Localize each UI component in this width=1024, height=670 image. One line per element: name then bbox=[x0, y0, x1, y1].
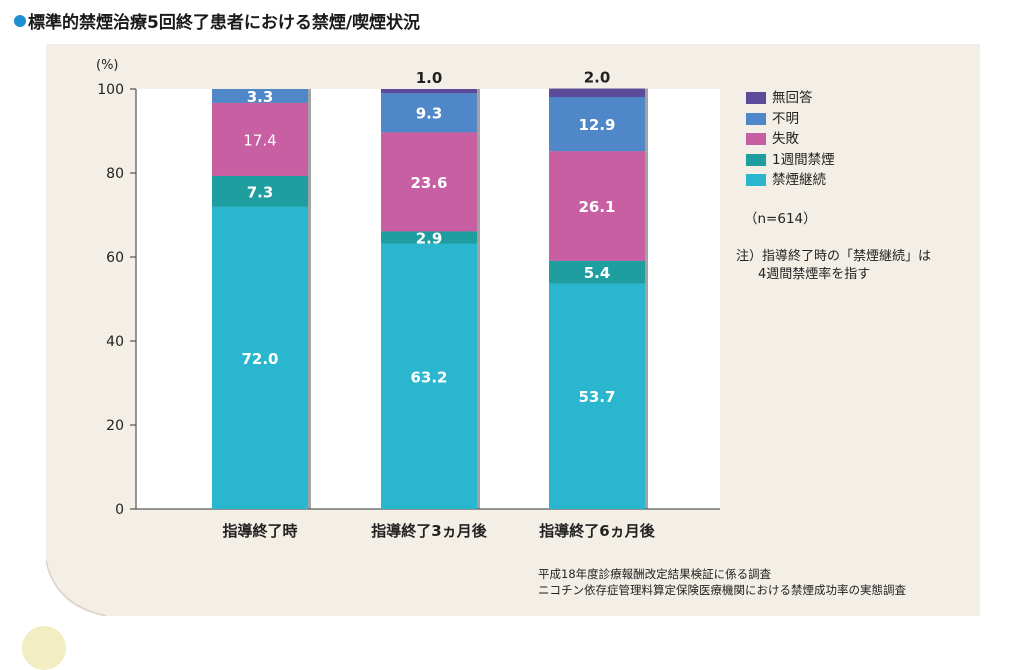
source-line-1: 平成18年度診療報酬改定結果検証に係る調査 bbox=[538, 567, 772, 581]
legend-swatch bbox=[746, 133, 766, 146]
legend-label: 失敗 bbox=[772, 131, 799, 147]
y-tick-label: 0 bbox=[115, 502, 124, 518]
data-label: 5.4 bbox=[584, 264, 611, 282]
x-tick-label: 指導終了6ヵ月後 bbox=[539, 522, 655, 540]
y-tick-label: 20 bbox=[106, 418, 124, 434]
data-label: 63.2 bbox=[410, 368, 447, 386]
data-label: 1.0 bbox=[416, 69, 443, 87]
data-label: 72.0 bbox=[241, 350, 278, 368]
legend-item: 失敗 bbox=[746, 129, 835, 150]
data-label: 3.3 bbox=[247, 88, 274, 106]
bar-segment bbox=[212, 175, 308, 207]
stacked-bar-chart: 0 20 40 60 80 100 72.0 7.3 17.4 3.3 指導終了時 63.2 2.9 2… bbox=[97, 69, 720, 540]
legend-swatch bbox=[746, 92, 766, 105]
legend-label: 1週間禁煙 bbox=[772, 151, 835, 168]
sample-size: （n=614） bbox=[744, 211, 817, 227]
bar-segment bbox=[381, 89, 477, 94]
x-tick-label: 指導終了3ヵ月後 bbox=[371, 522, 487, 540]
bar-segment bbox=[549, 88, 645, 97]
legend-swatch bbox=[746, 112, 766, 125]
y-tick-label: 40 bbox=[106, 334, 124, 350]
bullet-dot-icon bbox=[14, 14, 26, 27]
bar-segment bbox=[549, 283, 645, 509]
legend-item: 無回答 bbox=[746, 88, 835, 109]
data-label: 23.6 bbox=[410, 174, 447, 192]
data-label: 7.3 bbox=[247, 183, 274, 201]
y-axis-unit: (%) bbox=[96, 58, 119, 73]
y-tick-label: 80 bbox=[106, 166, 124, 182]
bar-segment bbox=[549, 96, 645, 152]
legend: 無回答不明失敗 1週間禁煙禁煙継続 bbox=[746, 88, 835, 191]
legend-label: 禁煙継続 bbox=[772, 172, 826, 188]
bar-segment bbox=[212, 206, 308, 509]
data-label: 9.3 bbox=[416, 105, 443, 123]
bar-segment bbox=[549, 260, 645, 284]
source-line-2: ニコチン依存症管理料算定保険医療機関における禁煙成功率の実態調査 bbox=[538, 583, 906, 597]
y-tick-label: 60 bbox=[106, 250, 124, 266]
data-label: 2.0 bbox=[584, 69, 611, 87]
bar-segment bbox=[381, 231, 477, 244]
page-curl-icon bbox=[46, 560, 106, 616]
legend-item: 禁煙継続 bbox=[746, 170, 835, 191]
source-citation: 平成18年度診療報酬改定結果検証に係る調査 ニコチン依存症管理料算定保険医療機関… bbox=[538, 566, 906, 598]
bar-segment bbox=[381, 132, 477, 232]
bar-segment bbox=[212, 89, 308, 103]
footnote-line-1: 注）指導終了時の「禁煙継続」は bbox=[736, 249, 932, 264]
legend-item: 1週間禁煙 bbox=[746, 150, 835, 171]
bar-segment bbox=[381, 93, 477, 133]
bar-segment bbox=[381, 243, 477, 509]
bar-segment bbox=[212, 102, 308, 176]
footnote: 注）指導終了時の「禁煙継続」は 4週間禁煙率を指す bbox=[736, 248, 931, 284]
data-label: 12.9 bbox=[578, 116, 615, 134]
legend-label: 無回答 bbox=[772, 90, 813, 106]
decorative-circle-icon bbox=[22, 626, 66, 670]
data-label: 53.7 bbox=[578, 388, 615, 406]
bar-segment bbox=[549, 151, 645, 261]
chart-title: 標準的禁煙治療5回終了患者における禁煙/喫煙状況 bbox=[14, 8, 420, 33]
data-label: 17.4 bbox=[243, 131, 276, 149]
legend-swatch bbox=[746, 153, 766, 166]
x-tick-label: 指導終了時 bbox=[222, 522, 297, 540]
data-label: 2.9 bbox=[416, 229, 443, 247]
legend-swatch bbox=[746, 174, 766, 187]
legend-item: 不明 bbox=[746, 109, 835, 130]
footnote-line-2: 4週間禁煙率を指す bbox=[758, 267, 871, 282]
legend-label: 不明 bbox=[772, 110, 799, 127]
data-label: 26.1 bbox=[578, 198, 615, 216]
y-tick-label: 100 bbox=[97, 82, 124, 98]
